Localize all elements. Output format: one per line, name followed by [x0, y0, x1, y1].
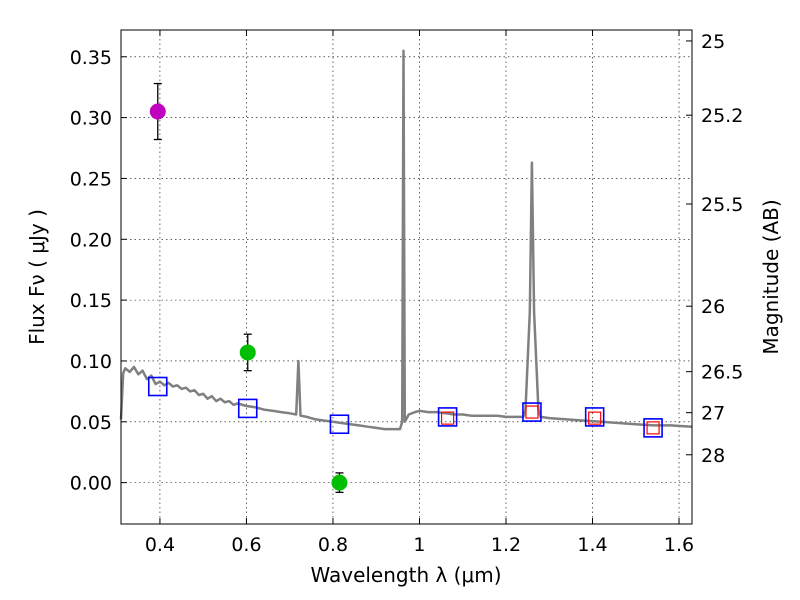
template-spectrum: [119, 49, 693, 431]
data-markers: [147, 82, 663, 494]
y-tick-label: 0.15: [70, 290, 112, 312]
model-box-point: [643, 418, 663, 438]
model-box-point: [584, 407, 605, 427]
right-tick-label: 28: [701, 445, 725, 467]
grid-lines: [121, 30, 692, 524]
y-axis-right-label: Magnitude (AB): [759, 199, 783, 354]
y-tick-label: 0.05: [70, 412, 112, 434]
plot-frame: [120, 29, 693, 525]
right-tick-label: 25: [701, 31, 725, 53]
axis-ticks: 0.4 0.6 0.8 1 1.2 1.4 1.6 0.00 0.05 0.10 0.15 0.20 0…: [70, 30, 743, 556]
x-tick-label: 1: [413, 534, 425, 556]
right-tick-label: 26.5: [701, 362, 743, 384]
y-tick-label: 0.30: [70, 108, 112, 130]
photometry-point: [149, 103, 166, 120]
model-box-point: [237, 398, 258, 419]
model-box-point: [522, 402, 542, 422]
template-spectrum-line: [119, 49, 693, 431]
x-axis-label: Wavelength λ (μm): [310, 563, 501, 587]
x-tick-label: 0.6: [231, 534, 261, 556]
axis-labels: Wavelength λ (μm) Flux Fν ( μJy ) Magnit…: [25, 199, 783, 587]
x-tick-label: 1.6: [664, 534, 694, 556]
right-tick-label: 26: [701, 296, 725, 318]
model-box-point: [147, 376, 168, 397]
observed-box-point: [588, 411, 602, 425]
right-tick-label: 25.5: [701, 194, 743, 216]
right-tick-label: 25.2: [701, 105, 743, 127]
y-axis-label: Flux Fν ( μJy ): [25, 209, 49, 345]
right-tick-label: 27: [701, 403, 725, 425]
photometry-point: [331, 474, 348, 491]
observed-box-point: [646, 421, 660, 435]
y-tick-label: 0.10: [70, 351, 112, 373]
x-tick-label: 1.2: [491, 534, 521, 556]
observed-box-point: [440, 411, 455, 425]
x-tick-label: 1.4: [577, 534, 607, 556]
x-tick-label: 0.4: [145, 534, 175, 556]
model-box-point: [437, 407, 458, 427]
y-tick-label: 0.25: [70, 168, 112, 190]
y-tick-label: 0.00: [70, 473, 112, 495]
photometry-point: [239, 344, 256, 361]
x-tick-label: 0.8: [318, 534, 348, 556]
model-box-point: [329, 414, 350, 435]
y-tick-label: 0.35: [70, 47, 112, 69]
y-tick-label: 0.20: [70, 229, 112, 251]
observed-box-point: [525, 405, 539, 419]
